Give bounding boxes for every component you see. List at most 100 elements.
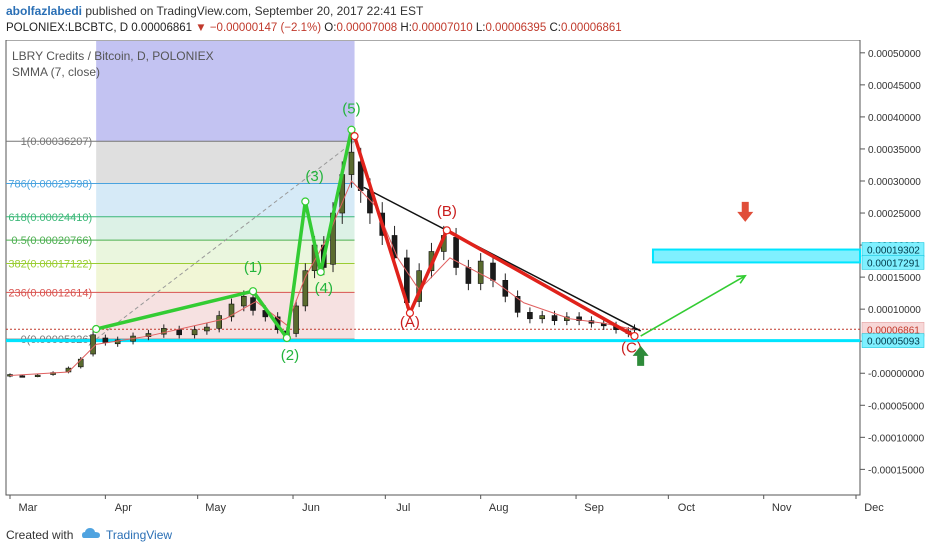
high-value: 0.00007010 — [411, 22, 473, 34]
candle — [539, 315, 546, 320]
close-label: C: — [549, 22, 561, 34]
wave-label: (1) — [244, 259, 262, 276]
candle — [293, 305, 299, 334]
fib-zone — [96, 292, 355, 340]
x-tick-label: Jun — [302, 502, 320, 514]
ohlc-line: POLONIEX:LBCBTC, D 0.00006861 ▼ −0.00000… — [6, 22, 622, 34]
price-tag-label: 0.00017291 — [867, 258, 920, 269]
x-tick-label: Sep — [584, 502, 604, 514]
wave-point — [347, 125, 356, 134]
x-tick-label: Dec — [864, 502, 884, 514]
price-tag — [861, 255, 925, 270]
candle — [216, 315, 222, 329]
wave-point — [301, 197, 310, 206]
price-tag-label: 0.00019302 — [867, 246, 920, 257]
candle — [514, 296, 521, 313]
candle — [551, 315, 558, 321]
y-tick-label: -0.00000000 — [868, 369, 925, 380]
x-tick-label: Oct — [678, 502, 695, 514]
candle — [302, 270, 309, 307]
y-tick-label: 0.00040000 — [868, 113, 921, 124]
low-value: 0.00006395 — [485, 22, 547, 34]
candle — [176, 329, 182, 336]
wave-point — [248, 287, 258, 296]
candle — [191, 329, 198, 336]
y-tick-label: -0.00015000 — [868, 465, 925, 476]
candle — [477, 260, 484, 284]
close-value: 0.00006861 — [560, 22, 622, 34]
y-tick-label: 0.00010000 — [868, 305, 921, 316]
fib-zone — [96, 216, 355, 241]
wave-point — [282, 333, 291, 343]
y-tick-label: 0.00045000 — [868, 81, 921, 92]
price-tag-label: 0.00005093 — [867, 337, 920, 348]
fib-diagonal — [95, 140, 355, 340]
fib-level-label: 0.5(0.00020766) — [11, 235, 92, 247]
wave-label: (A) — [400, 314, 420, 331]
y-tick-label: 0.00015000 — [868, 273, 921, 284]
symbol: POLONIEX:LBCBTC, D — [6, 22, 129, 34]
created-with-text: Created with — [6, 528, 74, 542]
y-tick-label: -0.00005000 — [868, 401, 925, 412]
smma-line — [9, 180, 635, 376]
fib-level-label: 236(0.00012614) — [8, 287, 92, 299]
author-link[interactable]: abolfazlabedi — [6, 4, 83, 18]
last-price: 0.00006861 — [131, 22, 193, 34]
wave-label: (B) — [437, 203, 457, 220]
impulse-wave-line — [95, 129, 354, 340]
projection-arrowhead — [736, 274, 747, 284]
y-tick-label: 0.00050000 — [868, 49, 921, 60]
chart-title: LBRY Credits / Bitcoin, D, POLONIEX — [12, 49, 214, 63]
candle — [348, 151, 355, 175]
low-label: L: — [475, 22, 486, 34]
fib-level-label: 618(0.00024410) — [8, 212, 92, 224]
indicator-legend: SMMA (7, close) — [12, 65, 100, 79]
tradingview-logo-icon[interactable] — [80, 526, 102, 542]
price-tag — [861, 333, 925, 348]
fib-zone — [96, 141, 355, 184]
wave-label: (5) — [342, 101, 360, 118]
tradingview-brand[interactable]: TradingView — [106, 528, 173, 542]
fib-zone — [96, 240, 355, 264]
candle — [490, 262, 496, 281]
fib-level-label: 786(0.00029598) — [8, 179, 92, 191]
correction-wave-line — [352, 135, 636, 338]
resistance-zone — [651, 248, 862, 264]
up-arrow-icon — [632, 345, 649, 366]
wave-point — [630, 331, 639, 341]
fib-extension-zone — [96, 41, 355, 142]
wave-label: (4) — [315, 280, 333, 297]
footer: Created with TradingView — [0, 520, 932, 550]
candle — [465, 267, 472, 284]
candle — [228, 303, 235, 318]
y-tick-label: 0.00035000 — [868, 145, 921, 156]
candle — [453, 237, 459, 268]
down-triangle-icon: ▼ — [195, 22, 207, 34]
y-tick-label: 0.00030000 — [868, 177, 921, 188]
x-tick-label: Apr — [115, 502, 132, 514]
projection-arrow — [640, 275, 746, 337]
wave-label: (2) — [281, 347, 299, 364]
wave-point — [92, 324, 101, 334]
price-change: −0.00000147 (−2.1%) — [209, 22, 322, 34]
y-tick-label: -0.00010000 — [868, 433, 925, 444]
fib-zone — [96, 183, 355, 217]
fib-level-label: 382(0.00017122) — [8, 259, 92, 271]
wave-point — [350, 132, 359, 141]
open-value: 0.00007008 — [336, 22, 398, 34]
wave-point — [442, 226, 451, 235]
x-tick-label: Jul — [396, 502, 410, 514]
fib-zone — [96, 263, 355, 293]
candle — [391, 235, 398, 259]
candle — [34, 374, 41, 377]
trendline — [363, 186, 641, 332]
chart-header: abolfazlabedi published on TradingView.c… — [0, 0, 932, 40]
x-tick-label: Nov — [772, 502, 792, 514]
candle — [161, 328, 167, 335]
price-chart[interactable]: 1(0.00036207) 786(0.00029598) 618(0.000244… — [0, 40, 932, 520]
wave-point — [405, 308, 415, 318]
fib-level-label: 1(0.00036207) — [21, 136, 93, 148]
candle — [102, 337, 109, 343]
wave-point — [316, 267, 325, 277]
published-text: published on TradingView.com, September … — [85, 4, 424, 18]
